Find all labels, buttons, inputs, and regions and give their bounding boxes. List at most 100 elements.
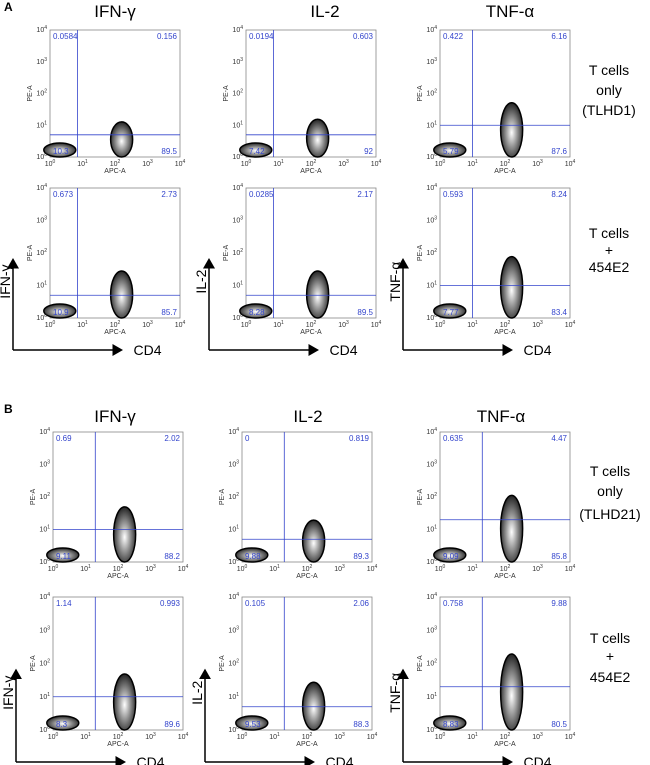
quadrant-percent: 0.0285 xyxy=(249,190,274,199)
density-contour xyxy=(499,494,524,563)
density-contour xyxy=(109,121,134,158)
y-tick-label: 102 xyxy=(39,492,50,501)
density-contour xyxy=(499,102,524,158)
x-tick-label: 102 xyxy=(306,320,317,329)
y-tick-exponent: 3 xyxy=(434,625,437,631)
x-tick-label: 102 xyxy=(302,732,313,741)
density-contour xyxy=(433,142,467,158)
flow-plot: 0.635 4.479.09 85.810010010110110210210310… xyxy=(417,427,576,580)
y-tick-label: 100 xyxy=(39,725,50,734)
quadrant-percent: 4.47 xyxy=(551,434,567,443)
x-tick-label: 103 xyxy=(532,732,543,741)
quadrant-percent: 7.42 xyxy=(249,147,265,156)
y-tick-label: 101 xyxy=(228,525,239,534)
x-axis-arrow-label: CD4 xyxy=(326,754,354,765)
x-tick-label: 103 xyxy=(334,732,345,741)
quadrant-percent: 9.53 xyxy=(245,720,261,729)
x-tick-exponent: 1 xyxy=(475,564,478,570)
quadrant-percent: 8.28 xyxy=(249,308,265,317)
x-tick-exponent: 2 xyxy=(508,320,511,326)
y-tick-exponent: 1 xyxy=(434,692,437,698)
row-label-line: T cells xyxy=(590,630,630,646)
x-axis-arrow-label: CD4 xyxy=(524,754,552,765)
quadrant-percent: 0.0584 xyxy=(53,32,78,41)
panel-letter-a: A xyxy=(4,0,13,14)
y-tick-exponent: 3 xyxy=(434,57,437,63)
column-header-tnf-alpha: TNF-α xyxy=(486,2,535,21)
y-axis-label: PE-A xyxy=(417,489,424,506)
x-tick-exponent: 4 xyxy=(186,564,189,570)
x-tick-label: 101 xyxy=(77,159,88,168)
y-tick-exponent: 4 xyxy=(434,592,437,598)
y-tick-exponent: 1 xyxy=(434,281,437,287)
column-header-il-2: IL-2 xyxy=(310,2,339,21)
x-tick-label: 104 xyxy=(367,564,378,573)
quadrant-percent: 8.83 xyxy=(443,720,459,729)
x-tick-label: 101 xyxy=(269,732,280,741)
quadrant-percent: 0.105 xyxy=(245,599,266,608)
y-axis-arrow-label: IFN-γ xyxy=(0,676,16,710)
quadrant-percent: 89.5 xyxy=(357,308,373,317)
column-header-ifn-gamma: IFN-γ xyxy=(94,2,136,21)
quadrant-percent: 0.758 xyxy=(443,599,464,608)
column-header-ifn-gamma: IFN-γ xyxy=(94,407,136,426)
density-contour xyxy=(305,270,330,319)
quadrant-percent: 7.77 xyxy=(443,308,459,317)
x-tick-exponent: 3 xyxy=(150,320,153,326)
x-tick-exponent: 4 xyxy=(379,320,382,326)
y-tick-label: 102 xyxy=(228,492,239,501)
density-contour xyxy=(112,673,137,731)
x-tick-exponent: 3 xyxy=(346,320,349,326)
y-tick-exponent: 4 xyxy=(47,427,50,433)
y-tick-exponent: 3 xyxy=(236,460,239,466)
x-tick-label: 103 xyxy=(532,159,543,168)
y-tick-exponent: 1 xyxy=(236,692,239,698)
x-tick-exponent: 4 xyxy=(573,732,576,738)
x-axis-label: APC-A xyxy=(296,741,318,748)
y-tick-label: 101 xyxy=(426,120,437,129)
y-tick-exponent: 2 xyxy=(434,659,437,665)
x-tick-label: 102 xyxy=(500,732,511,741)
y-axis-arrow-label: TNF-α xyxy=(387,673,403,713)
x-axis-label: APC-A xyxy=(107,741,129,748)
y-axis-label: PE-A xyxy=(27,85,34,102)
y-axis-label: PE-A xyxy=(219,655,226,672)
x-tick-label: 102 xyxy=(113,732,124,741)
x-tick-exponent: 0 xyxy=(443,732,446,738)
density-contour xyxy=(235,715,269,731)
x-tick-label: 103 xyxy=(142,159,153,168)
row-label-line: only xyxy=(596,82,622,98)
y-tick-exponent: 3 xyxy=(44,57,47,63)
y-tick-exponent: 4 xyxy=(236,592,239,598)
quadrant-percent: 2.17 xyxy=(357,190,373,199)
y-tick-exponent: 4 xyxy=(47,592,50,598)
quadrant-percent: 2.06 xyxy=(353,599,369,608)
quadrant-percent: 0.819 xyxy=(349,434,370,443)
x-tick-exponent: 1 xyxy=(281,320,284,326)
quadrant-percent: 83.4 xyxy=(551,308,567,317)
y-tick-label: 103 xyxy=(232,57,243,66)
y-tick-label: 101 xyxy=(426,281,437,290)
x-tick-exponent: 3 xyxy=(150,159,153,165)
x-tick-exponent: 3 xyxy=(153,732,156,738)
panel-letter-b: B xyxy=(4,402,13,416)
x-tick-label: 103 xyxy=(532,320,543,329)
quadrant-percent: 2.73 xyxy=(161,190,177,199)
row-label-line: T cells xyxy=(589,225,629,241)
x-tick-exponent: 2 xyxy=(118,320,121,326)
x-tick-label: 101 xyxy=(273,320,284,329)
row-label-line: (TLHD21) xyxy=(579,506,640,522)
y-tick-label: 104 xyxy=(36,183,47,192)
y-tick-label: 104 xyxy=(228,592,239,601)
quadrant-percent: 0.635 xyxy=(443,434,464,443)
x-tick-label: 102 xyxy=(500,564,511,573)
y-tick-label: 103 xyxy=(39,460,50,469)
y-tick-label: 102 xyxy=(39,659,50,668)
x-tick-label: 100 xyxy=(45,320,56,329)
quadrant-percent: 89.3 xyxy=(353,552,369,561)
y-tick-exponent: 3 xyxy=(240,57,243,63)
x-tick-label: 104 xyxy=(565,564,576,573)
x-tick-label: 100 xyxy=(435,159,446,168)
